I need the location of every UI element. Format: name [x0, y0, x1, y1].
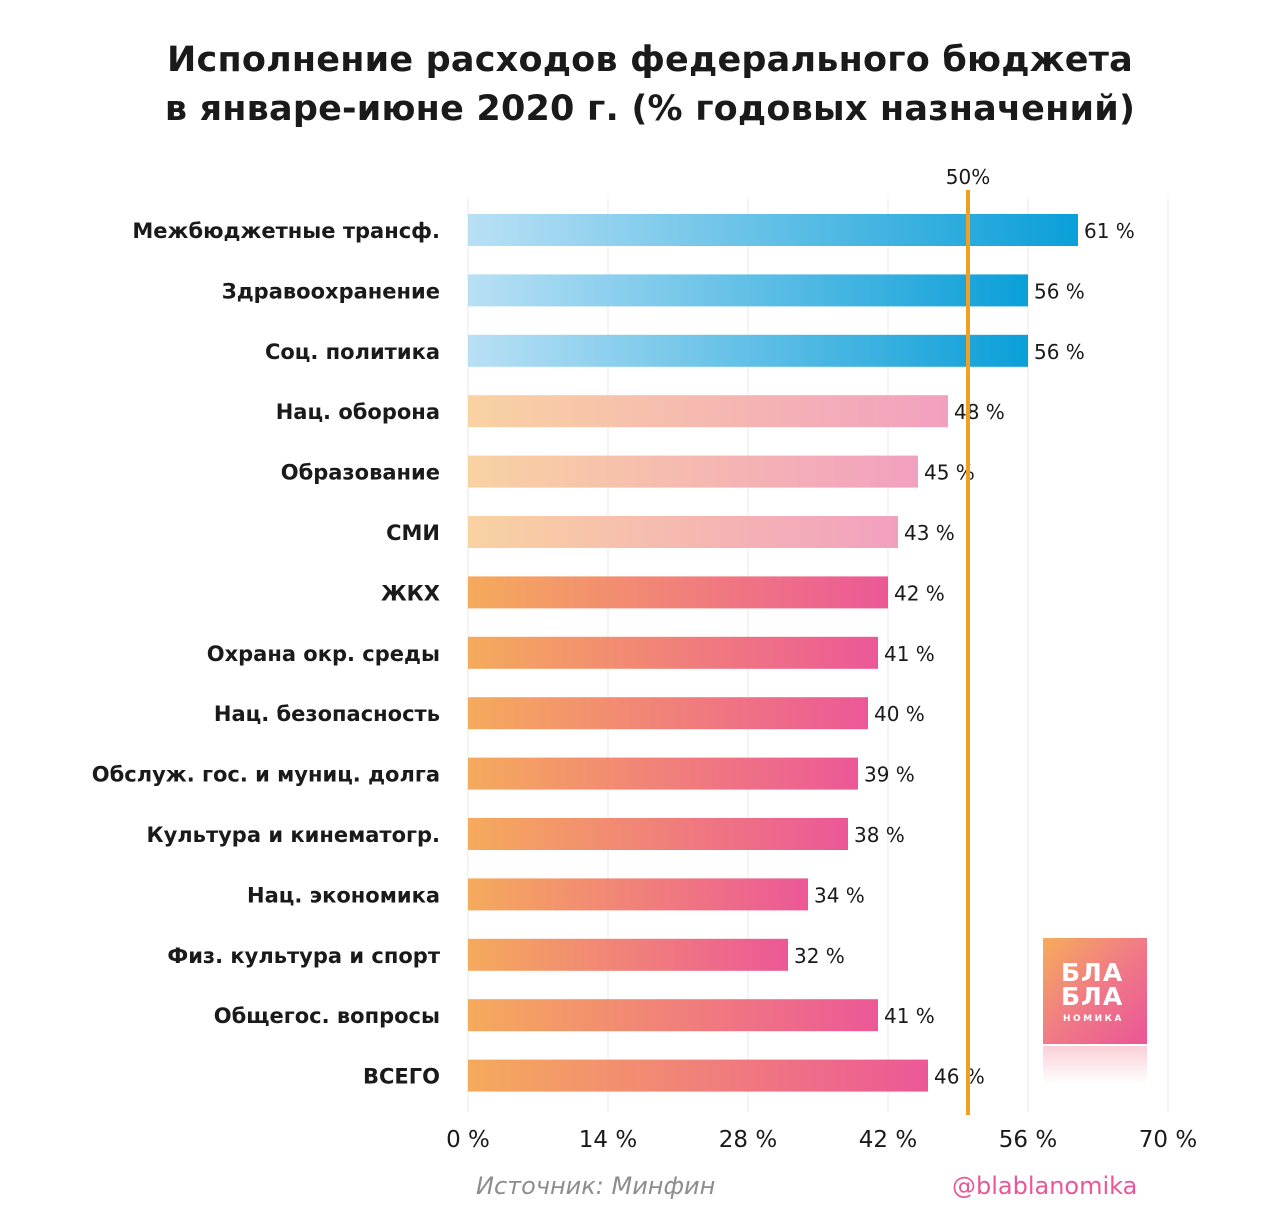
value-label: 38 %: [854, 823, 905, 847]
logo-text-line-1: БЛА: [1061, 958, 1124, 987]
brand-logo: БЛА БЛА НОМИКА: [1043, 938, 1147, 1044]
bar: [468, 636, 878, 669]
bar: [468, 576, 888, 609]
value-label: 40 %: [874, 702, 925, 726]
bar: [468, 938, 788, 971]
category-label: Общегос. вопросы: [214, 1004, 440, 1028]
bar: [468, 274, 1028, 307]
bar: [468, 757, 858, 790]
bar: [468, 818, 848, 850]
bar: [468, 999, 878, 1032]
category-label: Здравоохранение: [222, 279, 440, 303]
chart-title-line-2: в январе-июне 2020 г. (% годовых назначе…: [164, 89, 1136, 129]
category-label: Нац. экономика: [247, 883, 440, 907]
category-label: Физ. культура и спорт: [167, 944, 440, 968]
value-label: 32 %: [794, 944, 845, 968]
value-label: 43 %: [904, 521, 955, 545]
bar: [468, 516, 898, 548]
bar: [468, 214, 1078, 246]
category-label: Нац. безопасность: [214, 702, 440, 726]
category-label: Охрана окр. среды: [207, 642, 440, 666]
bar: [468, 697, 868, 730]
category-label: Нац. оборона: [276, 400, 440, 424]
value-label: 39 %: [864, 763, 915, 787]
category-label: Межбюджетные трансф.: [132, 219, 440, 243]
value-label: 48 %: [954, 400, 1005, 424]
x-tick-label: 28 %: [719, 1127, 777, 1153]
bar: [468, 395, 948, 428]
value-label: 34 %: [814, 883, 865, 907]
x-tick-label: 70 %: [1139, 1127, 1197, 1153]
value-label: 41 %: [884, 642, 935, 666]
category-label: ВСЕГО: [363, 1065, 440, 1089]
x-tick-label: 14 %: [579, 1127, 637, 1153]
category-label: ЖКХ: [381, 581, 440, 605]
logo-text-line-3: НОМИКА: [1063, 1014, 1124, 1024]
social-handle[interactable]: @blablanomika: [952, 1172, 1138, 1200]
x-tick-label: 56 %: [999, 1127, 1057, 1153]
bar: [468, 334, 1028, 367]
value-label: 56 %: [1034, 279, 1085, 303]
chart-title: Исполнение расходов федерального бюджета…: [0, 36, 1280, 134]
value-label: 41 %: [884, 1004, 935, 1028]
category-label: Соц. политика: [265, 340, 440, 364]
x-tick-label: 42 %: [859, 1127, 917, 1153]
bar: [468, 1059, 928, 1092]
source-note: Источник: Минфин: [476, 1172, 716, 1200]
bar: [468, 455, 918, 488]
value-label: 46 %: [934, 1065, 985, 1089]
value-label: 42 %: [894, 581, 945, 605]
chart-title-line-1: Исполнение расходов федерального бюджета: [167, 40, 1133, 80]
x-tick-label: 0 %: [446, 1127, 490, 1153]
category-label: Образование: [281, 461, 440, 485]
bar: [468, 878, 808, 911]
reference-line-label: 50%: [946, 165, 990, 189]
category-label: Обслуж. гос. и муниц. долга: [92, 763, 440, 787]
logo-reflection: [1043, 1046, 1147, 1084]
value-label: 56 %: [1034, 340, 1085, 364]
value-label: 61 %: [1084, 219, 1135, 243]
category-label: СМИ: [386, 521, 440, 545]
logo-text-line-2: БЛА: [1061, 982, 1124, 1011]
category-label: Культура и кинематогр.: [146, 823, 440, 847]
